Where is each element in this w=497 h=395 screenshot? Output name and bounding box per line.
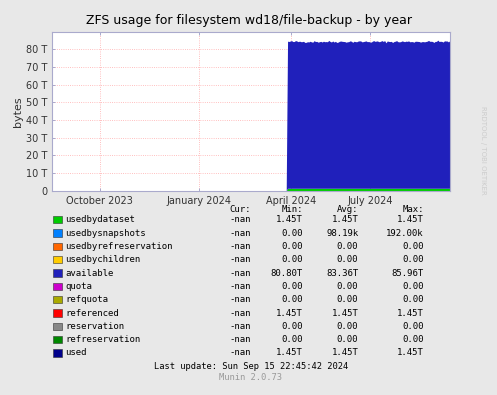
- Text: 1.45T: 1.45T: [397, 348, 424, 357]
- Text: 85.96T: 85.96T: [392, 269, 424, 278]
- Text: Max:: Max:: [403, 205, 424, 214]
- Text: 0.00: 0.00: [281, 295, 303, 304]
- Text: -nan: -nan: [230, 242, 251, 251]
- Bar: [53, 349, 62, 357]
- Text: -nan: -nan: [230, 229, 251, 238]
- Text: 0.00: 0.00: [403, 282, 424, 291]
- Text: -nan: -nan: [230, 308, 251, 318]
- Text: 0.00: 0.00: [337, 295, 358, 304]
- Text: ZFS usage for filesystem wd18/file-backup - by year: ZFS usage for filesystem wd18/file-backu…: [85, 14, 412, 27]
- Text: usedbyrefreservation: usedbyrefreservation: [65, 242, 173, 251]
- Text: 0.00: 0.00: [403, 322, 424, 331]
- Text: RRDTOOL / TOBI OETIKER: RRDTOOL / TOBI OETIKER: [480, 106, 486, 194]
- Text: 0.00: 0.00: [281, 282, 303, 291]
- Text: 80.80T: 80.80T: [270, 269, 303, 278]
- Bar: [53, 336, 62, 343]
- Text: reservation: reservation: [65, 322, 124, 331]
- Text: 0.00: 0.00: [281, 322, 303, 331]
- Text: Avg:: Avg:: [337, 205, 358, 214]
- Text: Min:: Min:: [281, 205, 303, 214]
- Text: -nan: -nan: [230, 269, 251, 278]
- Text: Last update: Sun Sep 15 22:45:42 2024: Last update: Sun Sep 15 22:45:42 2024: [154, 362, 348, 371]
- Text: usedbydataset: usedbydataset: [65, 215, 135, 224]
- Bar: [53, 229, 62, 237]
- Text: 0.00: 0.00: [403, 242, 424, 251]
- Text: referenced: referenced: [65, 308, 119, 318]
- Text: -nan: -nan: [230, 335, 251, 344]
- Bar: [53, 243, 62, 250]
- Bar: [53, 309, 62, 317]
- Text: 1.45T: 1.45T: [397, 308, 424, 318]
- Bar: [53, 269, 62, 277]
- Text: 0.00: 0.00: [337, 242, 358, 251]
- Text: 0.00: 0.00: [281, 255, 303, 264]
- Text: Cur:: Cur:: [230, 205, 251, 214]
- Bar: [53, 296, 62, 303]
- Text: usedbychildren: usedbychildren: [65, 255, 141, 264]
- Text: Munin 2.0.73: Munin 2.0.73: [220, 373, 282, 382]
- Text: 0.00: 0.00: [281, 229, 303, 238]
- Text: -nan: -nan: [230, 255, 251, 264]
- Text: refreservation: refreservation: [65, 335, 141, 344]
- Text: 98.19k: 98.19k: [326, 229, 358, 238]
- Text: 0.00: 0.00: [403, 335, 424, 344]
- Text: 0.00: 0.00: [337, 282, 358, 291]
- Text: 0.00: 0.00: [403, 255, 424, 264]
- Text: 1.45T: 1.45T: [276, 348, 303, 357]
- Text: 1.45T: 1.45T: [331, 348, 358, 357]
- Bar: [53, 323, 62, 330]
- Bar: [53, 216, 62, 224]
- Text: 1.45T: 1.45T: [276, 308, 303, 318]
- Text: 0.00: 0.00: [337, 255, 358, 264]
- Text: -nan: -nan: [230, 215, 251, 224]
- Text: 0.00: 0.00: [403, 295, 424, 304]
- Y-axis label: bytes: bytes: [13, 96, 23, 126]
- Text: usedbysnapshots: usedbysnapshots: [65, 229, 146, 238]
- Text: 1.45T: 1.45T: [331, 308, 358, 318]
- Text: -nan: -nan: [230, 295, 251, 304]
- Text: 83.36T: 83.36T: [326, 269, 358, 278]
- Text: 1.45T: 1.45T: [331, 215, 358, 224]
- Text: -nan: -nan: [230, 322, 251, 331]
- Text: -nan: -nan: [230, 348, 251, 357]
- Text: available: available: [65, 269, 114, 278]
- Text: -nan: -nan: [230, 282, 251, 291]
- Bar: [53, 256, 62, 263]
- Text: quota: quota: [65, 282, 92, 291]
- Text: 0.00: 0.00: [281, 242, 303, 251]
- Text: 1.45T: 1.45T: [276, 215, 303, 224]
- Text: 0.00: 0.00: [281, 335, 303, 344]
- Text: 0.00: 0.00: [337, 322, 358, 331]
- Text: 1.45T: 1.45T: [397, 215, 424, 224]
- Text: 0.00: 0.00: [337, 335, 358, 344]
- Text: 192.00k: 192.00k: [386, 229, 424, 238]
- Text: used: used: [65, 348, 87, 357]
- Bar: [53, 283, 62, 290]
- Text: refquota: refquota: [65, 295, 108, 304]
